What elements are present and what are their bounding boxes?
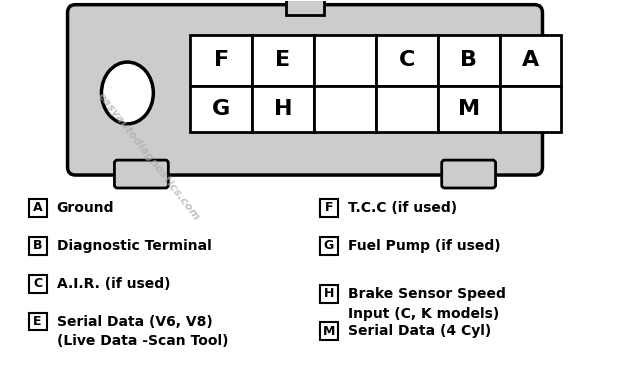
Text: F: F: [214, 51, 229, 70]
Text: E: E: [33, 315, 42, 328]
Bar: [314, 34, 376, 86]
Bar: [438, 34, 499, 86]
Text: H: H: [324, 287, 334, 300]
Text: E: E: [276, 51, 290, 70]
Bar: [252, 86, 314, 132]
Text: (Live Data -Scan Tool): (Live Data -Scan Tool): [57, 334, 228, 348]
Ellipse shape: [473, 70, 512, 116]
Bar: [28, 237, 46, 255]
Bar: [499, 34, 561, 86]
Text: Serial Data (V6, V8): Serial Data (V6, V8): [57, 315, 213, 328]
Bar: [28, 312, 46, 330]
Bar: [376, 86, 438, 132]
Text: A: A: [522, 51, 539, 70]
Bar: [320, 237, 338, 255]
Text: G: G: [324, 239, 334, 252]
Text: Input (C, K models): Input (C, K models): [348, 306, 499, 321]
Text: A.I.R. (if used): A.I.R. (if used): [57, 277, 170, 291]
Text: Diagnostic Terminal: Diagnostic Terminal: [57, 239, 211, 253]
Bar: [252, 34, 314, 86]
Text: Fuel Pump (if used): Fuel Pump (if used): [348, 239, 501, 253]
Ellipse shape: [101, 62, 153, 124]
Bar: [190, 86, 252, 132]
FancyBboxPatch shape: [114, 160, 168, 188]
Text: M: M: [457, 99, 480, 119]
Text: M: M: [323, 325, 335, 338]
Text: A: A: [33, 201, 43, 214]
Bar: [320, 285, 338, 303]
Bar: [190, 34, 252, 86]
Text: Serial Data (4 Cyl): Serial Data (4 Cyl): [348, 324, 491, 339]
Text: G: G: [212, 99, 231, 119]
Text: Ground: Ground: [57, 201, 114, 215]
Text: Brake Sensor Speed: Brake Sensor Speed: [348, 286, 506, 301]
Text: C: C: [399, 51, 415, 70]
Text: easyautodiagnostics.com: easyautodiagnostics.com: [95, 91, 201, 223]
FancyBboxPatch shape: [67, 4, 543, 175]
Bar: [320, 199, 338, 217]
Text: F: F: [324, 201, 333, 214]
Bar: [438, 86, 499, 132]
Bar: [28, 274, 46, 292]
FancyBboxPatch shape: [442, 160, 496, 188]
Text: B: B: [460, 51, 477, 70]
Text: T.C.C (if used): T.C.C (if used): [348, 201, 457, 215]
Text: H: H: [274, 99, 292, 119]
Bar: [28, 199, 46, 217]
Bar: [499, 86, 561, 132]
FancyBboxPatch shape: [286, 0, 324, 15]
Bar: [314, 86, 376, 132]
Text: C: C: [33, 277, 42, 290]
Bar: [320, 322, 338, 340]
Text: B: B: [33, 239, 43, 252]
Bar: [376, 34, 438, 86]
